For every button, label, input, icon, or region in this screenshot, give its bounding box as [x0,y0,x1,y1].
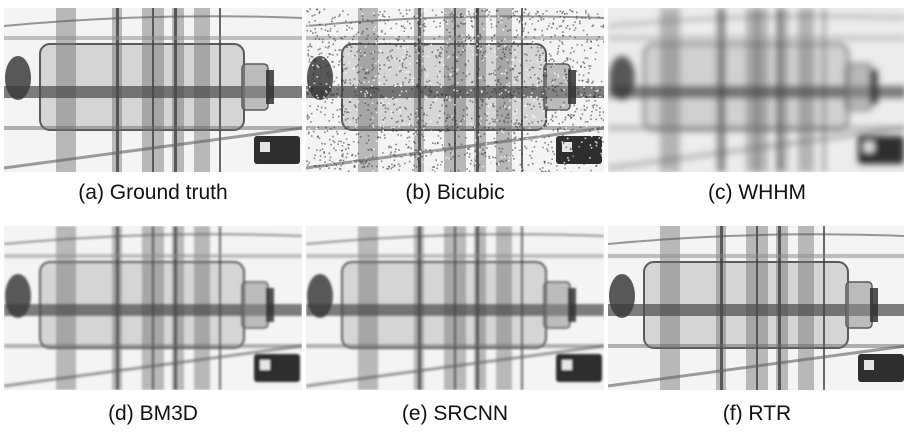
xray-image [4,226,302,390]
caption-ground-truth: (a) Ground truth [78,181,228,204]
caption-srcnn: (e) SRCNN [401,402,509,425]
xray-image [306,226,604,390]
panel-bm3d [4,226,302,390]
xray-image [608,226,904,390]
panel-whhm [608,8,904,172]
caption-rtr: (f) RTR [722,402,792,425]
panel-rtr [608,226,904,390]
panel-srcnn [306,226,604,390]
panel-ground-truth [4,8,302,172]
caption-whhm: (c) WHHM [708,181,806,204]
caption-bm3d: (d) BM3D [108,402,198,425]
xray-image [608,8,904,172]
xray-image [4,8,302,172]
xray-image [306,8,604,172]
caption-bicubic: (b) Bicubic [405,181,505,204]
panel-bicubic [306,8,604,172]
